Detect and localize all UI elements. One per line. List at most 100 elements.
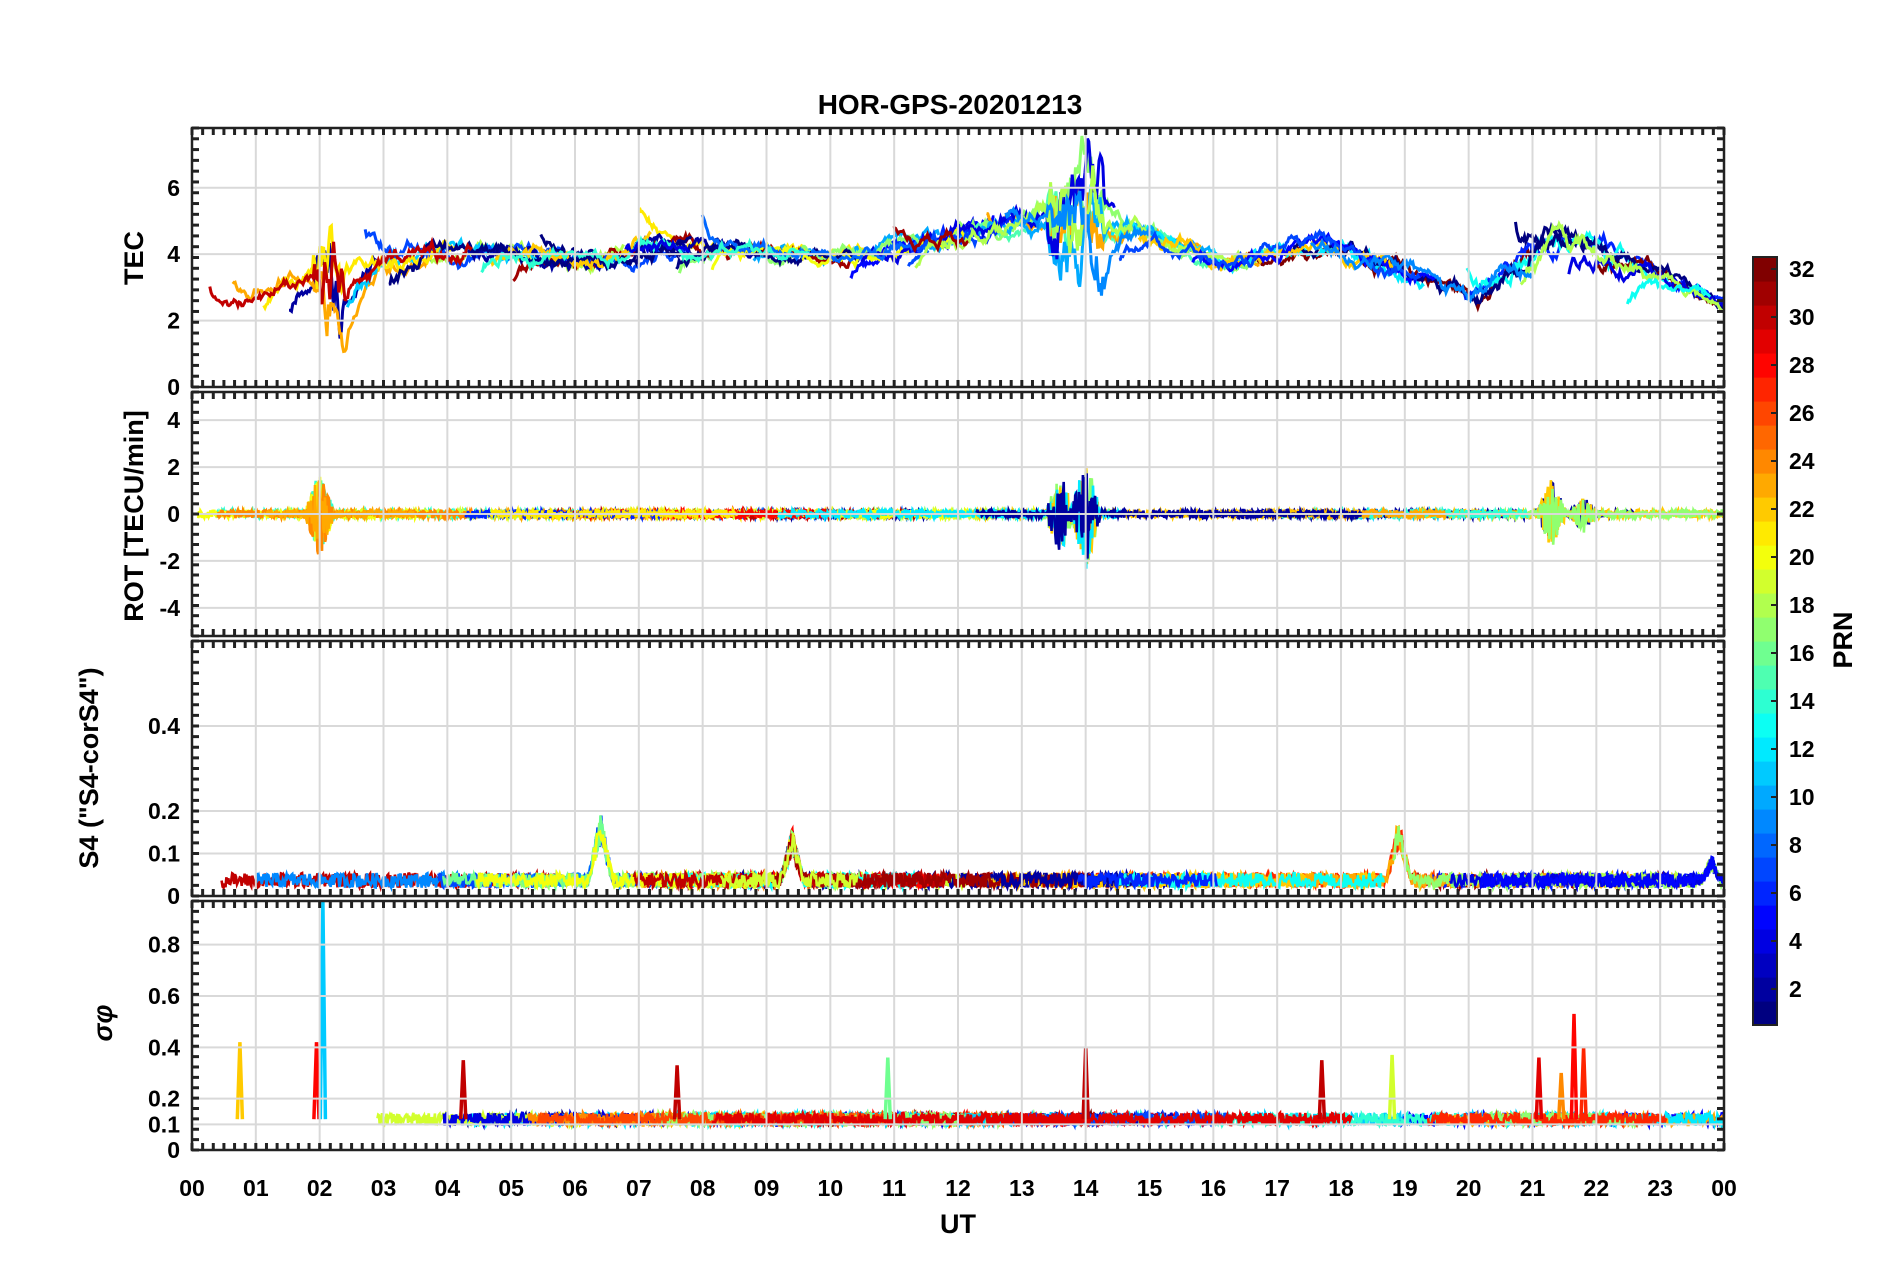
colorbar-tick-label: 26 bbox=[1789, 400, 1815, 426]
tec-trace bbox=[1287, 221, 1593, 307]
x-tick-label: 03 bbox=[371, 1175, 397, 1201]
colorbar-segment bbox=[1753, 905, 1777, 930]
colorbar-segment bbox=[1753, 761, 1777, 786]
sigma-phi-spike bbox=[235, 1042, 245, 1120]
tec-trace bbox=[1310, 237, 1533, 304]
x-tick-label: 12 bbox=[945, 1175, 971, 1201]
x-tick-label: 00 bbox=[1711, 1175, 1737, 1201]
sigma-phi-axis-label: σφ bbox=[88, 1005, 118, 1042]
x-tick-label: 15 bbox=[1137, 1175, 1163, 1201]
colorbar-tick-label: 6 bbox=[1789, 880, 1802, 906]
rot-trace bbox=[975, 473, 1363, 559]
colorbar-tick-label: 30 bbox=[1789, 304, 1815, 330]
colorbar-tick-label: 8 bbox=[1789, 832, 1802, 858]
colorbar-tick-label: 10 bbox=[1789, 784, 1815, 810]
colorbar-segment bbox=[1753, 425, 1777, 450]
x-tick-label: 01 bbox=[243, 1175, 269, 1201]
tec-trace bbox=[892, 226, 969, 254]
colorbar-tick-label: 32 bbox=[1789, 256, 1815, 282]
y-tick-label: 4 bbox=[167, 241, 180, 267]
y-tick-label: 6 bbox=[167, 175, 180, 201]
colorbar-segment bbox=[1753, 377, 1777, 402]
colorbar-tick-label: 12 bbox=[1789, 736, 1815, 762]
x-tick-label: 05 bbox=[498, 1175, 524, 1201]
sigma-phi-spike bbox=[1387, 1054, 1397, 1120]
sigma-phi-spike bbox=[318, 901, 328, 1120]
sigma-phi-spike bbox=[312, 1042, 321, 1120]
rot-axis-label: ROT [TECU/min] bbox=[119, 410, 149, 621]
x-tick-label: 10 bbox=[818, 1175, 844, 1201]
colorbar-tick-label: 2 bbox=[1789, 976, 1802, 1002]
panel-2-traces bbox=[196, 466, 1724, 569]
colorbar-tick-label: 18 bbox=[1789, 592, 1815, 618]
colorbar-frame bbox=[1752, 256, 1778, 1026]
panel-4-traces bbox=[235, 901, 1724, 1131]
colorbar-tick-label: 20 bbox=[1789, 544, 1815, 570]
tec-trace bbox=[675, 237, 861, 270]
rot-trace bbox=[1502, 488, 1724, 545]
colorbar-tick-label: 22 bbox=[1789, 496, 1815, 522]
tec-trace bbox=[388, 235, 693, 286]
x-tick-label: 22 bbox=[1584, 1175, 1610, 1201]
traces-layer bbox=[196, 135, 1724, 1131]
x-tick-label: 21 bbox=[1520, 1175, 1546, 1201]
colorbar-segment bbox=[1753, 473, 1777, 498]
y-tick-label: 2 bbox=[167, 308, 180, 334]
s4-axis-label: S4 ("S4-corS4") bbox=[74, 667, 104, 868]
y-tick-label: -2 bbox=[160, 548, 180, 574]
tec-trace bbox=[1519, 219, 1724, 313]
y-tick-label: 0.1 bbox=[148, 841, 180, 867]
tec-trace bbox=[700, 214, 930, 264]
x-tick-label: 13 bbox=[1009, 1175, 1035, 1201]
y-tick-label: 0 bbox=[167, 374, 180, 400]
colorbar-tick-label: 28 bbox=[1789, 352, 1815, 378]
sigma-phi-spike bbox=[1317, 1060, 1327, 1120]
tec-trace bbox=[624, 238, 691, 256]
x-tick-label: 02 bbox=[307, 1175, 333, 1201]
tec-trace bbox=[262, 222, 457, 312]
x-axis-label: UT bbox=[940, 1209, 976, 1239]
colorbar-segment bbox=[1753, 521, 1777, 546]
colorbar-segment bbox=[1753, 809, 1777, 834]
x-tick-label: 19 bbox=[1392, 1175, 1418, 1201]
y-tick-label: 0.4 bbox=[148, 1034, 180, 1060]
chart-title: HOR-GPS-20201213 bbox=[818, 89, 1083, 120]
tec-trace bbox=[860, 138, 1116, 266]
tec-trace bbox=[1514, 221, 1724, 310]
y-tick-label: -4 bbox=[160, 595, 181, 621]
colorbar-segment bbox=[1753, 281, 1777, 306]
x-tick-label: 06 bbox=[562, 1175, 588, 1201]
rot-trace bbox=[264, 484, 416, 539]
x-tick-label: 23 bbox=[1647, 1175, 1673, 1201]
y-tick-label: 0 bbox=[167, 501, 180, 527]
x-tick-label: 11 bbox=[882, 1175, 907, 1201]
sigma-phi-spike bbox=[458, 1060, 468, 1120]
x-tick-label: 18 bbox=[1328, 1175, 1354, 1201]
x-tick-label: 07 bbox=[626, 1175, 652, 1201]
tec-trace bbox=[208, 236, 473, 311]
colorbar-tick-label: 4 bbox=[1789, 928, 1802, 954]
axes-layer: 0246-4-202400.10.20.400.10.20.40.60.8TEC… bbox=[74, 126, 1815, 1201]
colorbar-segment bbox=[1753, 569, 1777, 594]
y-tick-label: 4 bbox=[167, 407, 180, 433]
colorbar-label: PRN bbox=[1828, 611, 1858, 668]
tec-axis-label: TEC bbox=[119, 231, 149, 285]
colorbar-segment bbox=[1753, 1001, 1777, 1026]
y-tick-label: 0.2 bbox=[148, 798, 180, 824]
sigma-phi-spike bbox=[1534, 1057, 1544, 1120]
y-tick-label: 0.2 bbox=[148, 1086, 180, 1112]
sigma-phi-spike bbox=[883, 1057, 893, 1120]
sigma-phi-spike bbox=[1556, 1072, 1566, 1120]
tec-trace bbox=[1567, 252, 1724, 307]
y-tick-label: 0.1 bbox=[148, 1111, 180, 1137]
s4-trace bbox=[1076, 868, 1218, 891]
panel-1-traces bbox=[208, 135, 1724, 354]
y-tick-label: 0.6 bbox=[148, 983, 180, 1009]
colorbar-segment bbox=[1753, 665, 1777, 690]
tec-trace bbox=[1004, 190, 1154, 296]
colorbar-tick-label: 16 bbox=[1789, 640, 1815, 666]
y-tick-label: 0.4 bbox=[148, 713, 180, 739]
colorbar-segment bbox=[1753, 329, 1777, 354]
y-tick-label: 0 bbox=[167, 1137, 180, 1163]
